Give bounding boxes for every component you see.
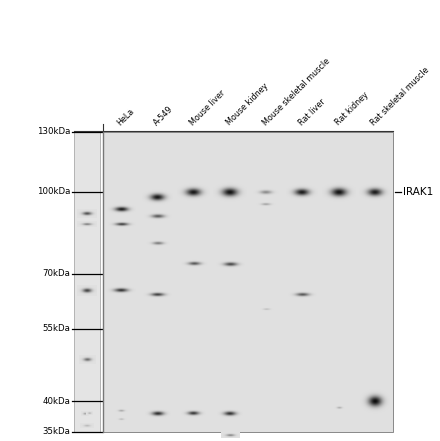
Text: Rat liver: Rat liver (297, 97, 327, 127)
Text: 55kDa: 55kDa (42, 324, 70, 333)
Text: Mouse skeletal muscle: Mouse skeletal muscle (261, 56, 332, 127)
Text: A-549: A-549 (152, 104, 175, 127)
Text: Mouse kidney: Mouse kidney (224, 82, 270, 127)
Bar (74, 132, 100, 432)
Bar (103, 132, 393, 432)
Text: 35kDa: 35kDa (42, 427, 70, 437)
Text: Rat skeletal muscle: Rat skeletal muscle (370, 65, 432, 127)
Text: 100kDa: 100kDa (37, 187, 70, 197)
Text: IRAK1: IRAK1 (403, 187, 433, 197)
Text: 70kDa: 70kDa (42, 269, 70, 278)
Text: Rat kidney: Rat kidney (333, 90, 370, 127)
Text: 40kDa: 40kDa (42, 397, 70, 406)
Text: Mouse liver: Mouse liver (188, 88, 227, 127)
Text: 130kDa: 130kDa (37, 127, 70, 137)
Text: HeLa: HeLa (116, 106, 136, 127)
